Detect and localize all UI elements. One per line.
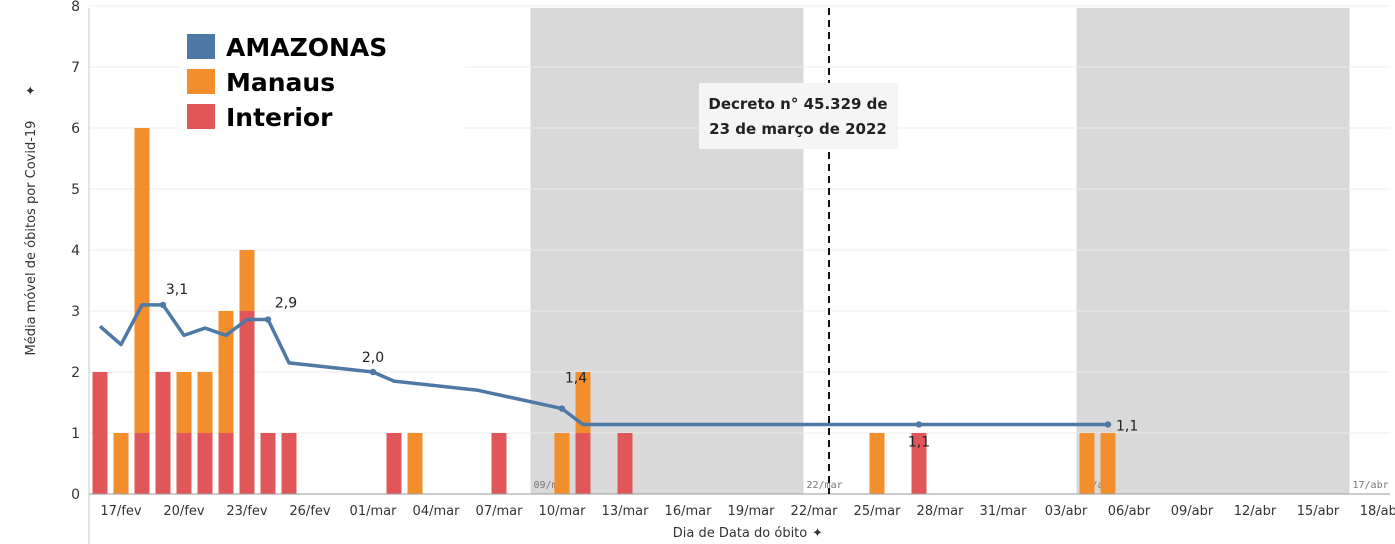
annotation-line-2: 23 de março de 2022 [709,120,887,138]
axes-layer [88,8,1390,544]
annotation-box [699,83,898,149]
bar-manaus [218,311,234,433]
x-tick-label: 19/mar [728,504,776,519]
y-tick-label: 4 [71,243,80,259]
bar-interior [281,433,297,494]
x-tick-label: 13/mar [602,504,650,519]
line-value-label: 1,4 [565,371,587,387]
bar-interior [134,433,150,494]
x-tick-label: 09/abr [1171,504,1214,519]
bar-manaus [197,372,213,433]
bar-manaus [869,433,885,494]
band-label: 17/abr [1353,480,1389,491]
shaded-bands: 09/mar 22/mar 04/abr 17/abr [530,8,1389,494]
bar-manaus [239,250,255,311]
bar-interior [617,433,633,494]
x-tick-label: 03/abr [1045,504,1088,519]
legend-swatch [187,34,215,59]
line-value-label: 1,1 [908,434,930,450]
shaded-band [530,8,804,494]
y-tick-label: 0 [71,487,80,503]
legend-swatch [187,69,215,94]
legend-label: AMAZONAS [226,33,387,62]
y-tick-label: 3 [71,304,80,320]
line-value-label: 2,9 [275,296,297,312]
x-tick-label: 22/mar [791,504,839,519]
bar-interior [239,311,255,494]
y-tick-label: 2 [71,365,80,381]
bar-interior [491,433,507,494]
x-tick-label: 15/abr [1297,504,1340,519]
x-tick-label: 18/abr [1360,504,1395,519]
bar-interior [197,433,213,494]
y-tick-label: 7 [71,60,80,76]
legend-label: Manaus [226,68,335,97]
bar-interior [911,433,927,494]
line-point [558,405,566,412]
legend-swatch [187,104,215,129]
x-tick-label: 31/mar [980,504,1028,519]
bar-interior [176,433,192,494]
y-tick-labels: 0 1 2 3 4 5 6 7 8 [71,0,80,503]
line-value-label: 1,1 [1116,418,1138,434]
x-tick-label: 17/fev [100,504,141,519]
y-tick-label: 6 [71,121,80,137]
x-axis-title: Dia de Data do óbito [673,526,808,541]
x-tick-label: 07/mar [476,504,524,519]
line-point [915,421,923,428]
line-value-label: 3,1 [166,282,188,298]
bar-interior [218,433,234,494]
bar-manaus [134,128,150,433]
y-tick-label: 1 [71,426,80,442]
bar-manaus [176,372,192,433]
line-value-label: 2,0 [362,350,384,366]
band-label: 09/mar [534,480,570,491]
data-labels: 3,1 2,9 2,0 1,4 1,1 1,1 [166,282,1138,451]
x-tick-label: 10/mar [539,504,587,519]
legend-label: Interior [226,103,333,132]
bar-manaus [113,433,129,494]
bar-interior [260,433,276,494]
x-tick-label: 23/fev [226,504,267,519]
bar-interior [155,372,171,494]
x-tick-label: 01/mar [350,504,398,519]
line-point [159,301,167,309]
bar-manaus [1100,433,1116,494]
y-tick-label: 8 [71,0,80,15]
x-tick-label: 25/mar [854,504,902,519]
decree-annotation: Decreto n° 45.329 de 23 de março de 2022 [699,8,898,494]
bar-interior [92,372,108,494]
bars-layer [92,128,1116,494]
amazonas-line-layer [98,301,1112,428]
shaded-band [1076,8,1350,494]
pin-icon: ✦ [24,85,39,96]
band-label: 04/abr [1080,480,1116,491]
bar-interior [386,433,402,494]
line-point [369,368,377,376]
line-point [1104,421,1112,428]
annotation-line-1: Decreto n° 45.329 de [708,95,887,113]
bar-interior [575,433,591,494]
line-point [264,316,272,323]
y-tick-label: 5 [71,182,80,198]
bar-manaus [1079,433,1095,494]
x-tick-labels: 17/fev 20/fev 23/fev 26/fev 01/mar 04/mar 07/m… [100,504,1395,519]
x-tick-label: 20/fev [163,504,204,519]
band-label: 22/mar [807,480,843,491]
x-tick-label: 28/mar [917,504,965,519]
legend-background [180,28,465,138]
x-tick-label: 04/mar [413,504,461,519]
x-tick-label: 26/fev [289,504,330,519]
bar-manaus [407,433,423,494]
bar-manaus [575,372,591,433]
y-axis-title: Média móvel de óbitos por Covid-19 [24,121,39,356]
pin-icon: ✦ [812,526,823,541]
bar-manaus [554,433,570,494]
x-tick-label: 16/mar [665,504,713,519]
x-tick-label: 06/abr [1108,504,1151,519]
x-tick-label: 12/abr [1234,504,1277,519]
legend: AMAZONAS Manaus Interior [180,28,465,138]
